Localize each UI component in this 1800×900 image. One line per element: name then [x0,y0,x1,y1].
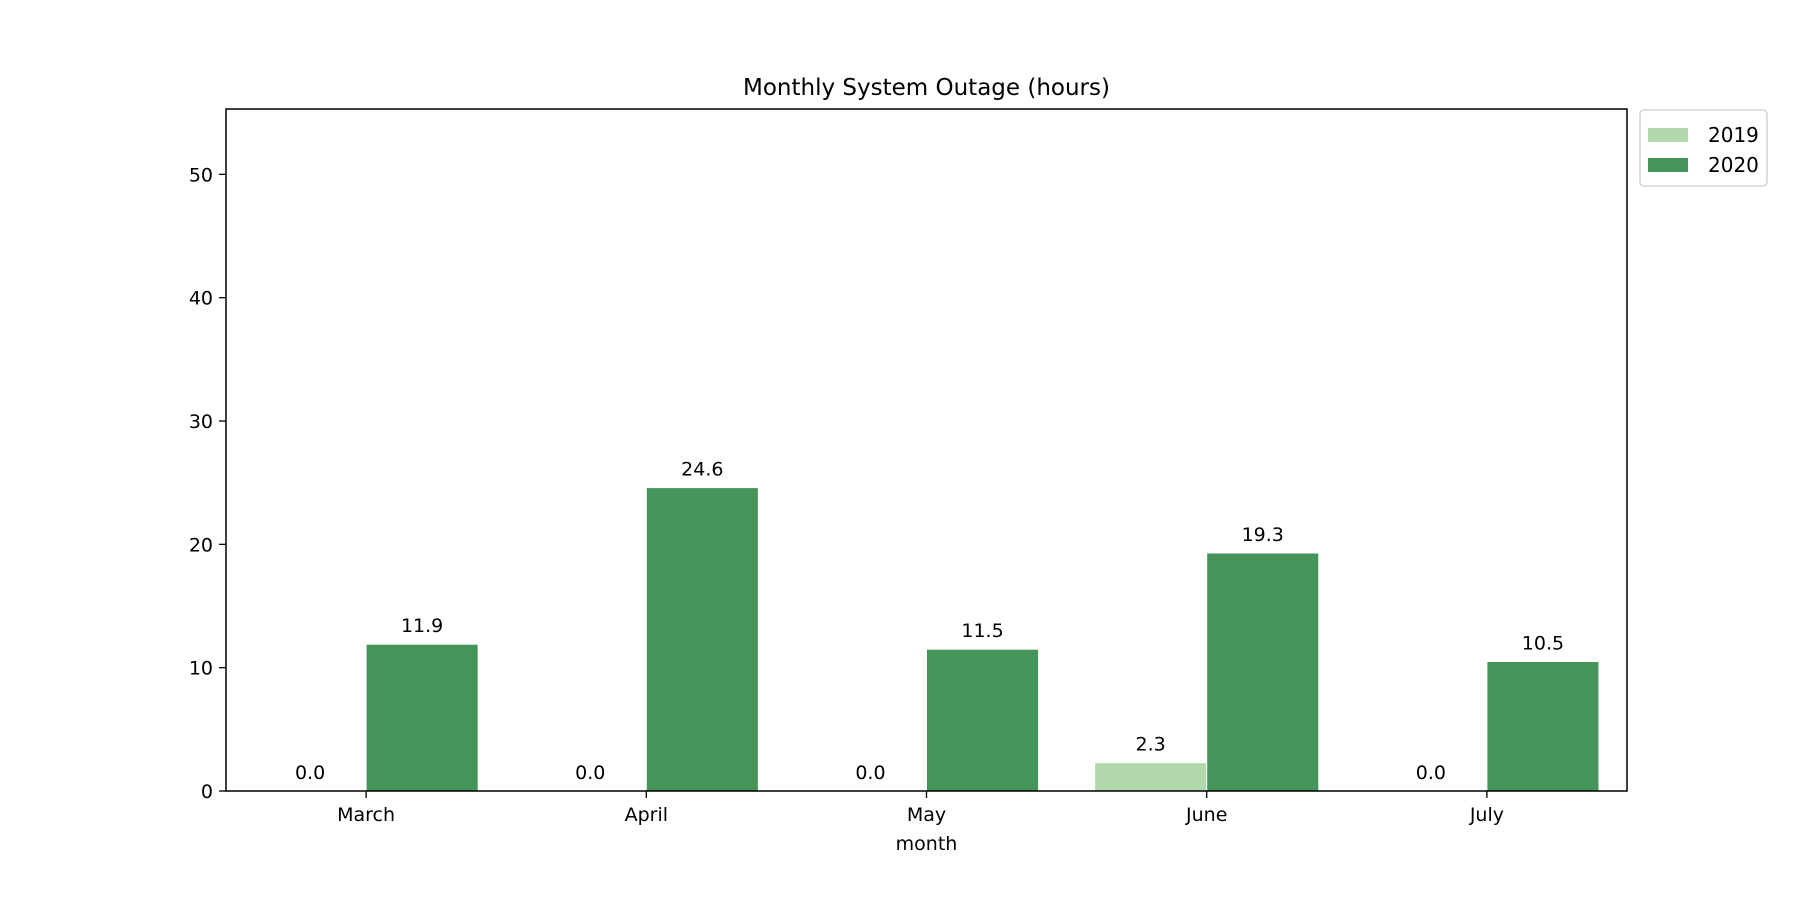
value-label-2020-july: 10.5 [1522,633,1564,655]
value-label-2020-may: 11.5 [961,620,1003,642]
bar-2020-april [645,487,759,792]
legend-label-2020: 2020 [1708,153,1759,177]
chart-title: Monthly System Outage (hours) [743,75,1110,101]
x-axis-label: month [896,833,958,855]
y-tick-label: 40 [189,288,213,310]
value-label-2019-may: 0.0 [855,762,885,784]
bar-2019-june [1094,762,1208,792]
bar-2020-may [926,648,1040,792]
value-label-2019-june: 2.3 [1136,734,1166,756]
legend-swatch-2019 [1648,128,1688,142]
y-tick-label: 10 [189,658,213,680]
bars-group [365,487,1600,792]
value-label-2019-april: 0.0 [575,762,605,784]
value-label-2020-june: 19.3 [1242,524,1284,546]
value-labels-group: 0.0 0.0 0.0 2.3 0.0 11.9 24.6 11.5 19.3 10.5 [295,459,1564,784]
y-axis: 0 10 20 30 40 50 [189,164,226,803]
y-tick-label: 0 [201,781,213,803]
value-label-2019-march: 0.0 [295,762,325,784]
value-label-2019-july: 0.0 [1416,762,1446,784]
bar-2020-july [1486,661,1600,792]
bar-2020-march [365,643,479,792]
bar-2020-june [1206,552,1320,792]
legend-swatch-2020 [1648,158,1688,172]
x-tick-label-may: May [907,804,946,826]
x-tick-label-july: July [1469,804,1504,826]
y-tick-label: 50 [189,164,213,186]
value-label-2020-april: 24.6 [681,459,723,481]
value-label-2020-march: 11.9 [401,615,443,637]
x-axis: March April May June July [337,791,1504,826]
y-tick-label: 20 [189,534,213,556]
legend: 2019 2020 [1639,109,1768,187]
y-tick-label: 30 [189,411,213,433]
x-tick-label-march: March [337,804,395,826]
x-tick-label-june: June [1185,804,1227,826]
x-tick-label-april: April [625,804,668,826]
legend-label-2019: 2019 [1708,123,1759,147]
